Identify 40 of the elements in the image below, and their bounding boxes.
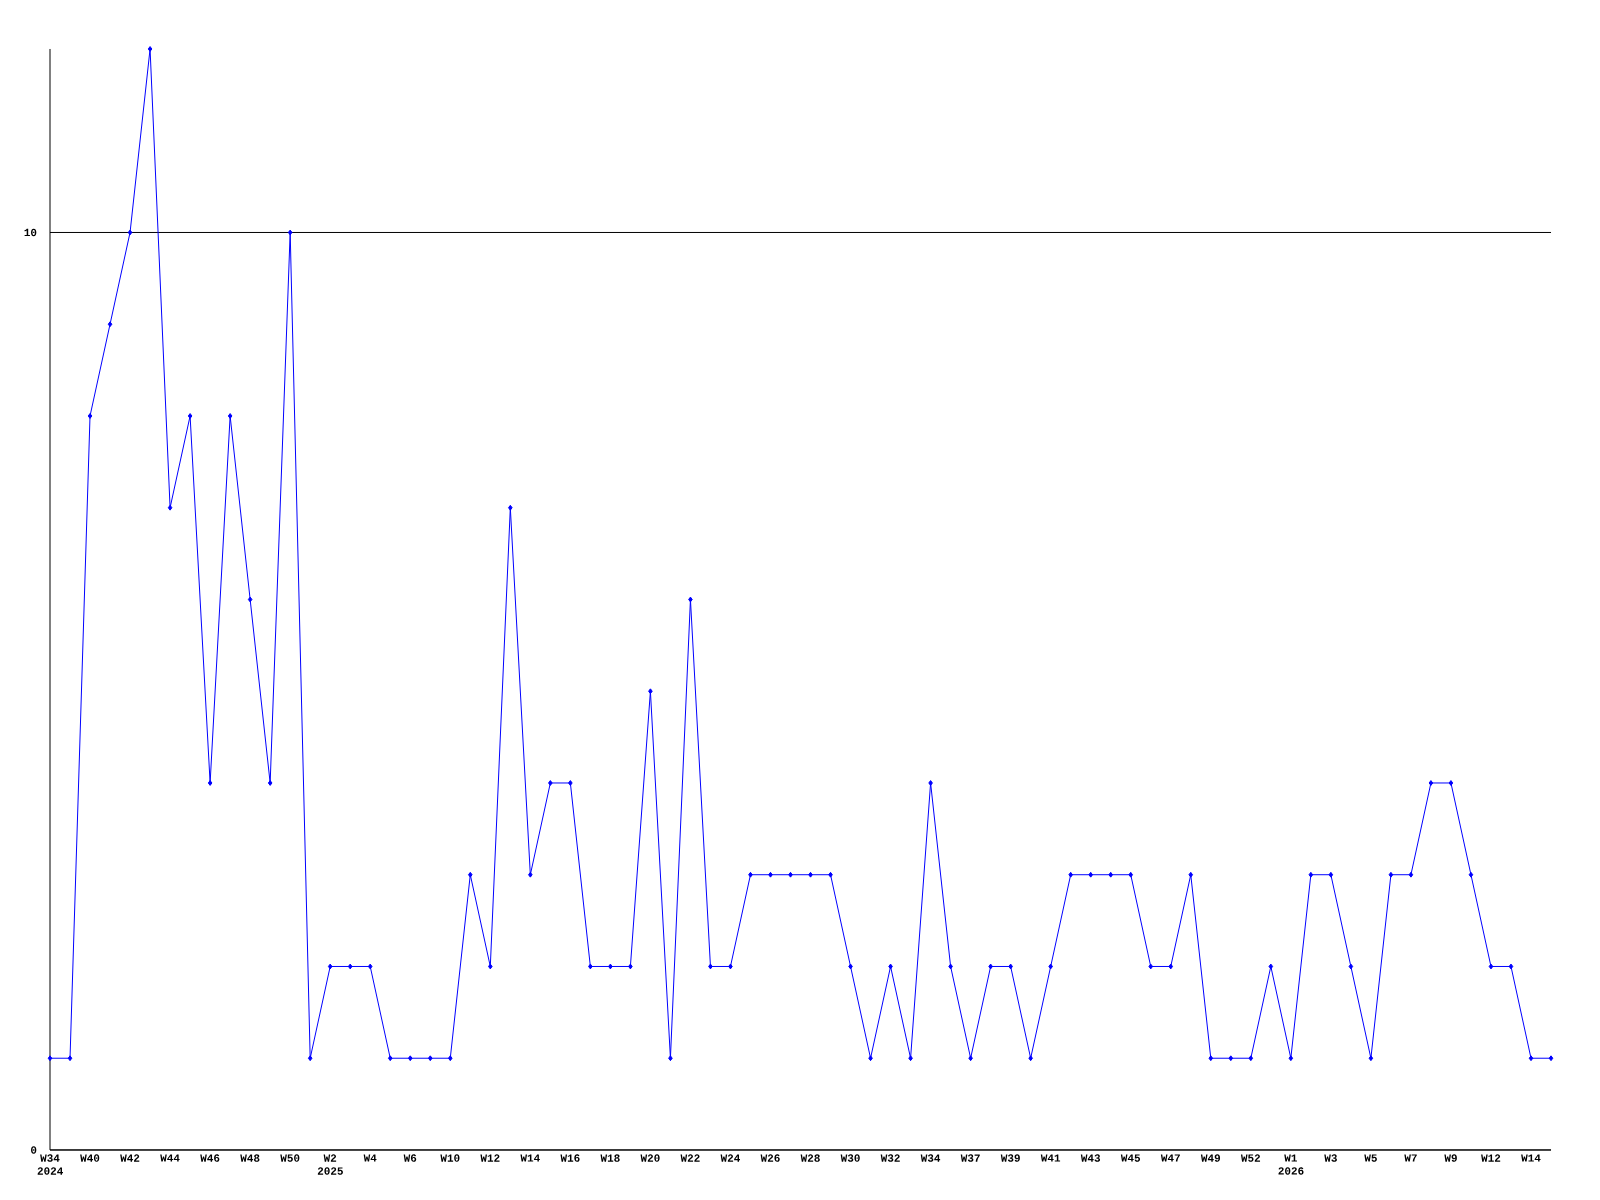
x-tick-label: W45 bbox=[1120, 1154, 1141, 1162]
x-tick-label: W12 bbox=[1481, 1154, 1501, 1162]
x-tick-label: W5 bbox=[1364, 1154, 1377, 1162]
x-tick-label: W50 bbox=[280, 1154, 300, 1162]
x-tick-label: W24 bbox=[720, 1154, 740, 1162]
x-tick-label: W34 bbox=[920, 1154, 941, 1162]
x-tick-label: W44 bbox=[160, 1154, 180, 1162]
x-tick-label: W2 2025 bbox=[317, 1154, 343, 1175]
x-tick-label: W7 bbox=[1404, 1154, 1417, 1162]
x-tick-label: W39 bbox=[1000, 1154, 1020, 1162]
x-tick-label: W14 bbox=[1521, 1154, 1541, 1162]
x-tick-label: W30 bbox=[840, 1154, 860, 1162]
x-tick-label: W40 bbox=[80, 1154, 100, 1162]
x-tick-label: W22 bbox=[680, 1154, 700, 1162]
x-tick-label: W32 bbox=[880, 1154, 900, 1162]
x-tick-label: W49 bbox=[1200, 1154, 1221, 1162]
x-tick-label: W6 bbox=[403, 1154, 417, 1162]
x-tick-label: W10 bbox=[440, 1154, 460, 1162]
x-tick-label: W47 bbox=[1160, 1154, 1180, 1162]
x-tick-label: W43 bbox=[1080, 1154, 1101, 1162]
y-tick-label: 0 bbox=[31, 1146, 37, 1154]
x-tick-label: W52 bbox=[1240, 1154, 1261, 1162]
x-tick-label: W48 bbox=[240, 1154, 260, 1162]
x-tick-label: W4 bbox=[363, 1154, 377, 1162]
x-tick-label: W46 bbox=[200, 1154, 220, 1162]
x-tick-label: W37 bbox=[960, 1154, 980, 1162]
x-tick-label: W1 2026 bbox=[1278, 1154, 1304, 1175]
x-tick-label: W42 bbox=[120, 1154, 140, 1162]
x-tick-label: W18 bbox=[600, 1154, 620, 1162]
x-tick-label: W14 bbox=[520, 1154, 540, 1162]
x-tick-label: W12 bbox=[480, 1154, 500, 1162]
x-tick-label: W28 bbox=[800, 1154, 820, 1162]
x-tick-label: W3 bbox=[1324, 1154, 1337, 1162]
x-tick-label: W20 bbox=[640, 1154, 660, 1162]
x-tick-label: W16 bbox=[560, 1154, 580, 1162]
x-tick-label: W26 bbox=[760, 1154, 780, 1162]
x-tick-label: W41 bbox=[1040, 1154, 1061, 1162]
x-tick-label: W9 bbox=[1444, 1154, 1457, 1162]
y-tick-label: 10 bbox=[24, 228, 37, 237]
x-tick-label: W34 2024 bbox=[37, 1154, 63, 1175]
